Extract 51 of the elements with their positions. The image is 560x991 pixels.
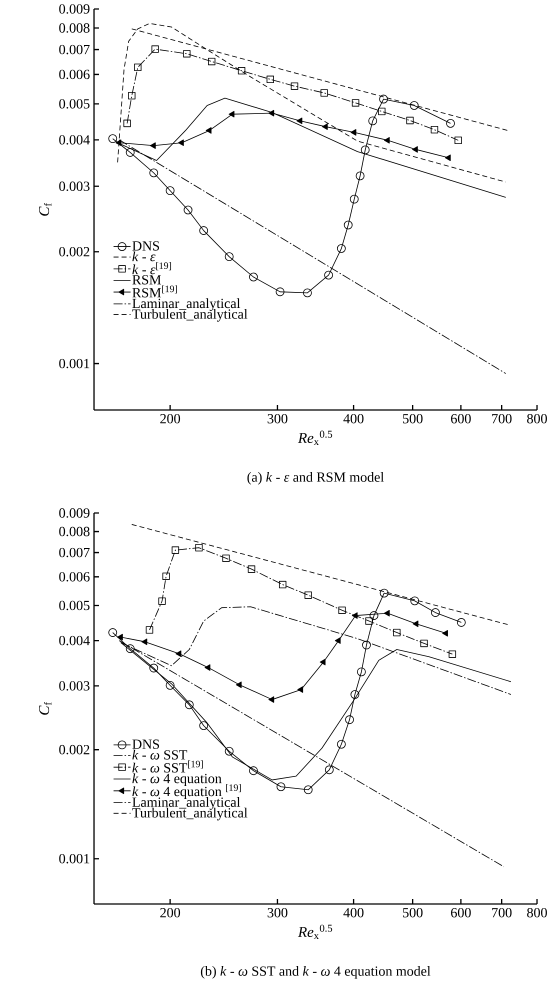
legend-label: k - ω SST$^{[19]}$ (132, 760, 203, 773)
x-tick-label: 800 (527, 414, 547, 424)
x-tick-label: 400 (343, 908, 364, 918)
legend-label: DNS (132, 241, 159, 251)
y-tick-label: 0.008 (59, 526, 90, 536)
y-tick-label: 0.004 (59, 636, 90, 646)
y-tick-label: 0.001 (59, 358, 90, 368)
y-tick-label: 0.005 (59, 600, 90, 610)
x-tick-label: 800 (527, 908, 547, 918)
y-tick-label: 0.002 (59, 246, 90, 256)
x-tick-label: 700 (492, 414, 512, 424)
legend-label: Turbulent_analytical (132, 808, 248, 820)
y-tick-label: 0.007 (59, 548, 90, 558)
x-tick-label: 300 (268, 414, 288, 424)
y-tick-label: 0.008 (59, 23, 90, 33)
x-axis-title: Re$_{x}$0.5 (298, 924, 332, 940)
y-tick-label: 0.005 (59, 99, 90, 109)
x-tick-label: 600 (451, 414, 471, 424)
legend-label: RSM (132, 275, 162, 284)
x-tick-label: 500 (402, 414, 423, 424)
y-tick-label: 0.003 (59, 681, 90, 691)
x-tick-label: 400 (343, 414, 364, 424)
y-axis-title: C$_{f}$ (39, 202, 52, 216)
y-tick-label: 0.003 (59, 182, 90, 192)
y-tick-label: 0.001 (59, 854, 90, 864)
x-tick-label: 600 (451, 908, 471, 918)
y-tick-label: 0.009 (59, 508, 90, 518)
legend-label: k - ε$^{[19]}$ (132, 262, 172, 274)
chart-title: (b) k - ω SST and k - ω 4 equation model (200, 966, 430, 979)
x-axis-title: Re$_{x}$0.5 (298, 430, 332, 445)
legend-label: k - ε (132, 251, 156, 262)
legend-label: DNS (132, 740, 159, 749)
x-tick-label: 500 (402, 908, 423, 918)
y-tick-label: 0.006 (59, 70, 90, 80)
legend-label: Laminar_analytical (132, 797, 240, 810)
y-tick-label: 0.004 (59, 135, 90, 145)
y-tick-label: 0.002 (59, 744, 90, 754)
x-tick-label: 200 (160, 908, 180, 918)
x-tick-label: 200 (160, 414, 180, 424)
y-tick-label: 0.007 (59, 44, 90, 54)
legend-label: k - ω SST (132, 750, 188, 760)
legend-label: Laminar_analytical (132, 298, 240, 311)
legend-label: Turbulent_analytical (132, 308, 248, 322)
y-tick-label: 0.006 (59, 572, 90, 582)
legend-label: k - ω 4 equation (132, 773, 222, 786)
y-tick-label: 0.009 (59, 4, 90, 14)
y-axis-title: C$_{f}$ (39, 702, 52, 715)
legend-label: RSM$^{[19]}$ (132, 285, 177, 298)
text: (a) k - ε and RSM model (247, 472, 384, 485)
x-tick-label: 300 (268, 908, 288, 918)
x-tick-label: 700 (492, 908, 512, 918)
